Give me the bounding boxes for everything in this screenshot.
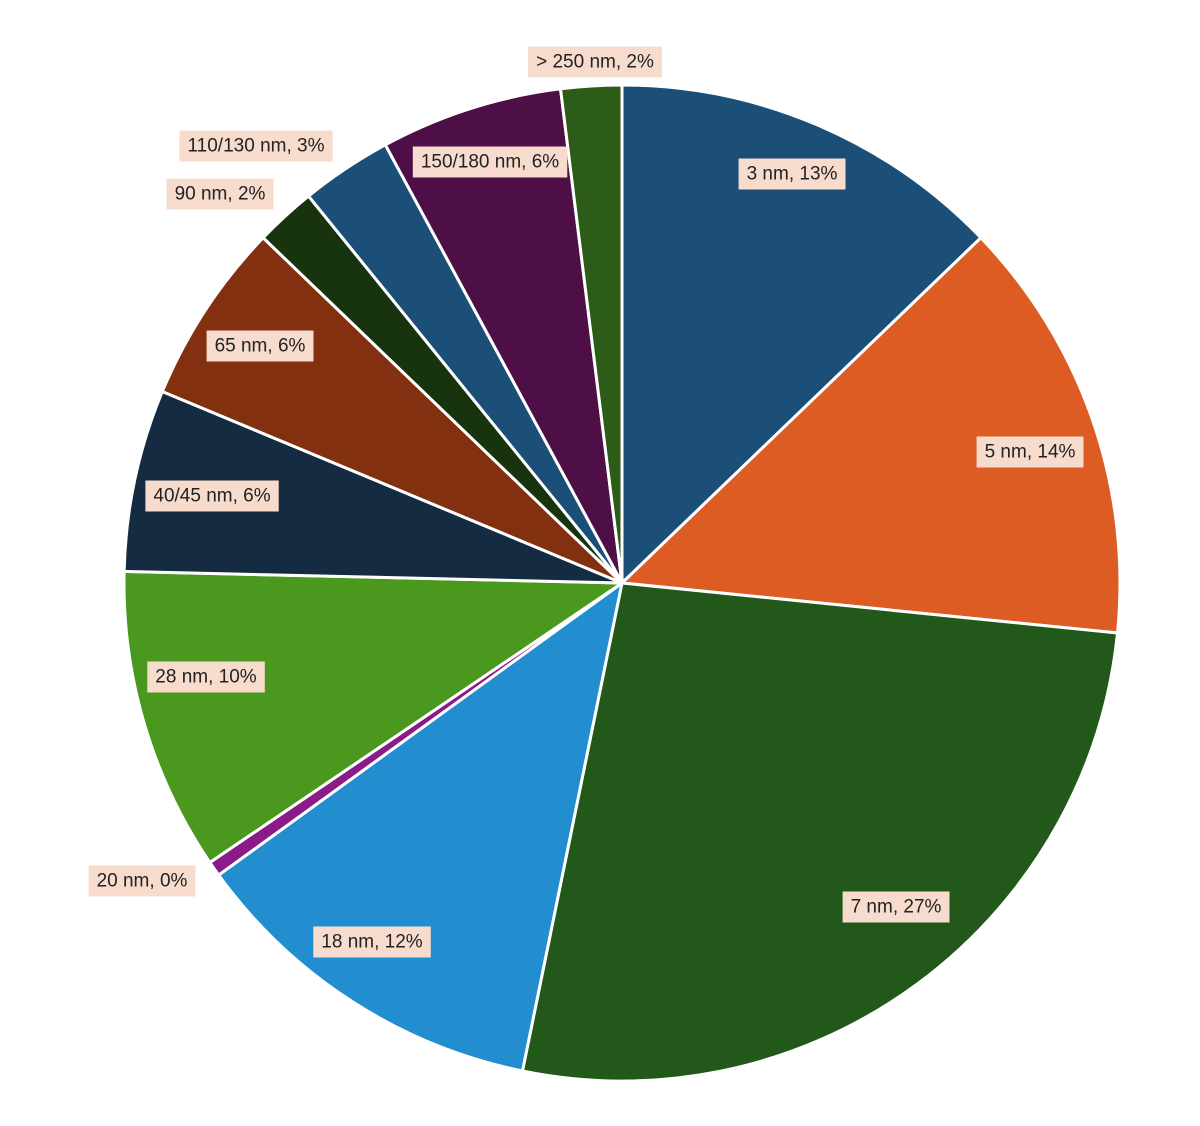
slice-label-text: > 250 nm, 2% [536, 52, 654, 73]
slice-label-background [738, 158, 846, 190]
pie-slice-40-45-nm [122, 390, 624, 585]
slice-label-text: 18 nm, 12% [321, 932, 422, 953]
pie-slice-250-nm [559, 83, 624, 585]
slice-label-background [166, 178, 274, 210]
slice-label-text: 65 nm, 6% [215, 336, 306, 357]
slice-label-background [313, 926, 431, 958]
slice-label-20-nm: 20 nm, 0% [88, 865, 196, 897]
slice-label-background [88, 865, 196, 897]
pie-slice-150-180-nm [383, 87, 624, 585]
slice-label-text: 28 nm, 10% [155, 667, 256, 688]
slice-label-3-nm: 3 nm, 13% [738, 158, 846, 190]
slice-label-background [147, 661, 265, 693]
pie-slice-3-nm [620, 83, 983, 585]
pie-slice-5-nm [620, 236, 1122, 635]
slice-label-text: 40/45 nm, 6% [153, 486, 270, 507]
slice-label-text: 90 nm, 2% [175, 184, 266, 205]
pie-slice-7-nm [520, 581, 1119, 1083]
slice-label-18-nm: 18 nm, 12% [313, 926, 431, 958]
slice-label-text: 5 nm, 14% [985, 442, 1076, 463]
slice-label-65-nm: 65 nm, 6% [206, 330, 314, 362]
slice-label-background [206, 330, 314, 362]
slice-label-background [528, 46, 662, 78]
slice-label-150-180-nm: 150/180 nm, 6% [412, 146, 568, 178]
slice-label-28-nm: 28 nm, 10% [147, 661, 265, 693]
slice-label-7-nm: 7 nm, 27% [842, 891, 950, 923]
slice-label-110-130-nm: 110/130 nm, 3% [179, 130, 333, 162]
pie-slice-28-nm [122, 569, 624, 864]
slice-label-background [842, 891, 950, 923]
slice-label-background [179, 130, 333, 162]
slice-label-text: 110/130 nm, 3% [188, 136, 325, 157]
slices-layer [122, 83, 1122, 1083]
slice-label-250-nm: > 250 nm, 2% [528, 46, 662, 78]
slice-label-text: 20 nm, 0% [97, 871, 188, 892]
slice-label-text: 3 nm, 13% [747, 164, 838, 185]
slice-label-text: 150/180 nm, 6% [421, 152, 559, 173]
slice-label-background [976, 436, 1084, 468]
slice-label-40-45-nm: 40/45 nm, 6% [145, 480, 279, 512]
slice-label-background [145, 480, 279, 512]
slice-label-background [412, 146, 568, 178]
slice-label-text: 7 nm, 27% [851, 897, 942, 918]
slice-label-90-nm: 90 nm, 2% [166, 178, 274, 210]
labels-layer: 3 nm, 13% 5 nm, 14% 7 nm, 27% 18 nm, 12% 20 … [88, 46, 1084, 958]
pie-slice-65-nm [160, 236, 624, 585]
slice-label-5-nm: 5 nm, 14% [976, 436, 1084, 468]
